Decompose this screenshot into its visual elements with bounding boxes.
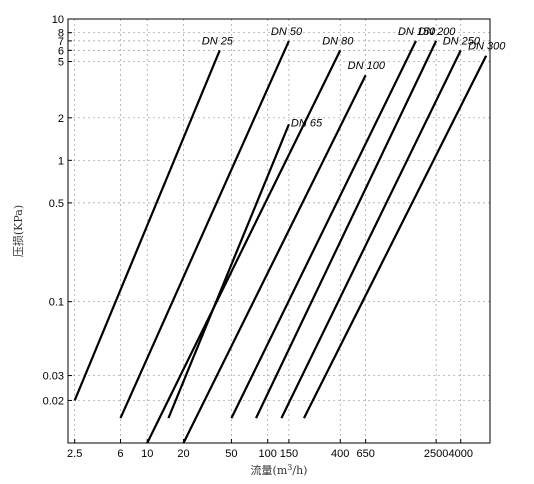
x-tick-label: 2500	[424, 448, 448, 460]
y-tick-label: 10	[52, 14, 64, 26]
series-label-dn25: DN 25	[202, 35, 234, 47]
series-label-dn250: DN 250	[443, 35, 481, 47]
y-tick-label: 0.02	[43, 395, 64, 407]
x-tick-label: 6	[117, 448, 123, 460]
x-tick-label: 50	[225, 448, 237, 460]
series-line-dn250	[280, 49, 462, 419]
x-tick-label: 10	[141, 448, 153, 460]
series-layer	[73, 40, 488, 444]
series-line-dn300	[302, 55, 488, 419]
series-line-dn150	[230, 40, 417, 419]
y-tick-label: 1	[58, 155, 64, 167]
x-tick-label: 150	[280, 448, 298, 460]
x-axis-label: 流量(m3/h)	[251, 463, 308, 477]
y-tick-label: 6	[58, 45, 64, 57]
series-label-dn50: DN 50	[271, 26, 303, 38]
y-tick-label: 0.1	[49, 297, 64, 309]
y-tick-label: 2	[58, 113, 64, 125]
y-tick-label: 5	[58, 57, 64, 69]
x-tick-label: 100	[259, 448, 277, 460]
series-label-dn300: DN 300	[468, 41, 506, 53]
series-label-dn200: DN 200	[418, 26, 456, 38]
y-axis-label: 压损(KPa)	[11, 205, 25, 257]
y-tick-label: 7	[58, 36, 64, 48]
x-tick-label: 4000	[448, 448, 472, 460]
plot-frame	[67, 18, 491, 444]
grid-layer	[68, 18, 490, 443]
series-line-dn200	[255, 40, 438, 419]
series-label-dn100: DN 100	[348, 60, 386, 72]
series-line-dn80	[146, 49, 342, 444]
y-tick-label: 8	[58, 28, 64, 40]
x-tick-layer: 2.5 6 10 20 50 100 150 400 650 2500 4000	[67, 439, 473, 460]
x-tick-label: 20	[177, 448, 189, 460]
series-line-dn25	[73, 49, 221, 401]
series-line-dn65	[167, 123, 290, 419]
x-tick-label: 650	[356, 448, 374, 460]
x-tick-label: 2.5	[67, 448, 82, 460]
series-label-dn150: DN 150	[398, 26, 436, 38]
series-label-dn80: DN 80	[322, 35, 354, 47]
series-line-dn100	[182, 74, 367, 444]
y-tick-label: 0.5	[49, 198, 64, 210]
series-label-dn65: DN 65	[291, 117, 323, 129]
series-line-dn50	[119, 40, 290, 419]
x-tick-label: 400	[331, 448, 349, 460]
y-tick-label: 0.03	[43, 371, 64, 383]
